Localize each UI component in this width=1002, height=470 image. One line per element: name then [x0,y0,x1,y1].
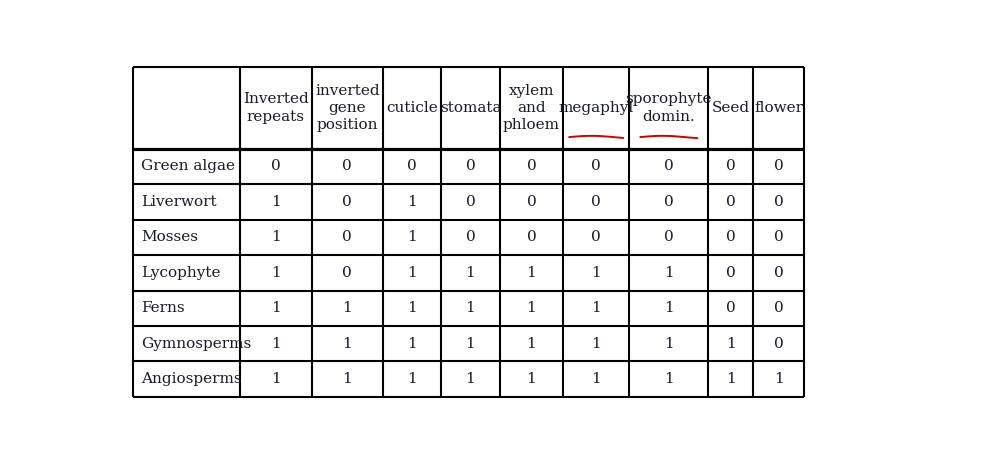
Text: 0: 0 [774,159,784,173]
Text: 0: 0 [664,159,673,173]
Text: 1: 1 [466,301,475,315]
Text: 1: 1 [526,266,536,280]
Text: 1: 1 [407,195,417,209]
Text: megaphyl: megaphyl [558,101,634,115]
Text: 1: 1 [526,301,536,315]
Text: 0: 0 [591,195,601,209]
Text: 1: 1 [664,372,673,386]
Text: 1: 1 [466,266,475,280]
Text: 0: 0 [774,195,784,209]
Text: 1: 1 [466,372,475,386]
Text: 0: 0 [591,230,601,244]
Text: flower: flower [755,101,804,115]
Text: 0: 0 [726,266,735,280]
Text: 1: 1 [726,337,735,351]
Text: 1: 1 [407,372,417,386]
Text: 0: 0 [726,301,735,315]
Text: 0: 0 [526,230,536,244]
Text: 1: 1 [664,266,673,280]
Text: 1: 1 [726,372,735,386]
Text: 0: 0 [726,230,735,244]
Text: inverted
gene
position: inverted gene position [315,84,380,132]
Text: 1: 1 [271,230,281,244]
Text: cuticle: cuticle [387,101,438,115]
Text: 1: 1 [526,372,536,386]
Text: Angiosperms: Angiosperms [140,372,241,386]
Text: 1: 1 [271,266,281,280]
Text: 1: 1 [407,230,417,244]
Text: 0: 0 [343,195,353,209]
Text: 1: 1 [591,372,601,386]
Text: 1: 1 [271,372,281,386]
Text: 1: 1 [407,266,417,280]
Text: Inverted
repeats: Inverted repeats [243,92,309,124]
Text: 1: 1 [591,266,601,280]
Text: Mosses: Mosses [140,230,197,244]
Text: xylem
and
phloem: xylem and phloem [503,84,560,132]
Text: Gymnosperms: Gymnosperms [140,337,252,351]
Text: 0: 0 [466,159,475,173]
Text: 1: 1 [407,337,417,351]
Text: 1: 1 [271,195,281,209]
Text: 0: 0 [526,195,536,209]
Text: 0: 0 [343,266,353,280]
Text: 1: 1 [526,337,536,351]
Text: Green algae: Green algae [140,159,234,173]
Text: 1: 1 [664,337,673,351]
Text: 0: 0 [407,159,417,173]
Text: 1: 1 [271,337,281,351]
Text: 1: 1 [774,372,784,386]
Text: 0: 0 [774,337,784,351]
Text: 0: 0 [466,195,475,209]
Text: 1: 1 [343,301,353,315]
Text: 1: 1 [271,301,281,315]
Text: Seed: Seed [711,101,750,115]
Bar [133,67,804,397]
Text: Ferns: Ferns [140,301,184,315]
Text: 1: 1 [591,301,601,315]
Text: 0: 0 [591,159,601,173]
Text: 1: 1 [343,372,353,386]
Text: 1: 1 [466,337,475,351]
Text: 0: 0 [726,195,735,209]
Text: 1: 1 [591,337,601,351]
Text: 0: 0 [774,301,784,315]
Text: sporophyte
domin.: sporophyte domin. [625,92,712,124]
Text: Lycophyte: Lycophyte [140,266,220,280]
Text: 0: 0 [664,230,673,244]
Text: 0: 0 [466,230,475,244]
Text: 0: 0 [343,159,353,173]
Text: stomata: stomata [440,101,501,115]
Text: Liverwort: Liverwort [140,195,216,209]
Text: 0: 0 [774,230,784,244]
Text: 1: 1 [664,301,673,315]
Text: 0: 0 [726,159,735,173]
Text: 0: 0 [774,266,784,280]
Text: 0: 0 [343,230,353,244]
Text: 0: 0 [271,159,281,173]
Text: 1: 1 [343,337,353,351]
Text: 0: 0 [664,195,673,209]
Text: 0: 0 [526,159,536,173]
Text: 1: 1 [407,301,417,315]
